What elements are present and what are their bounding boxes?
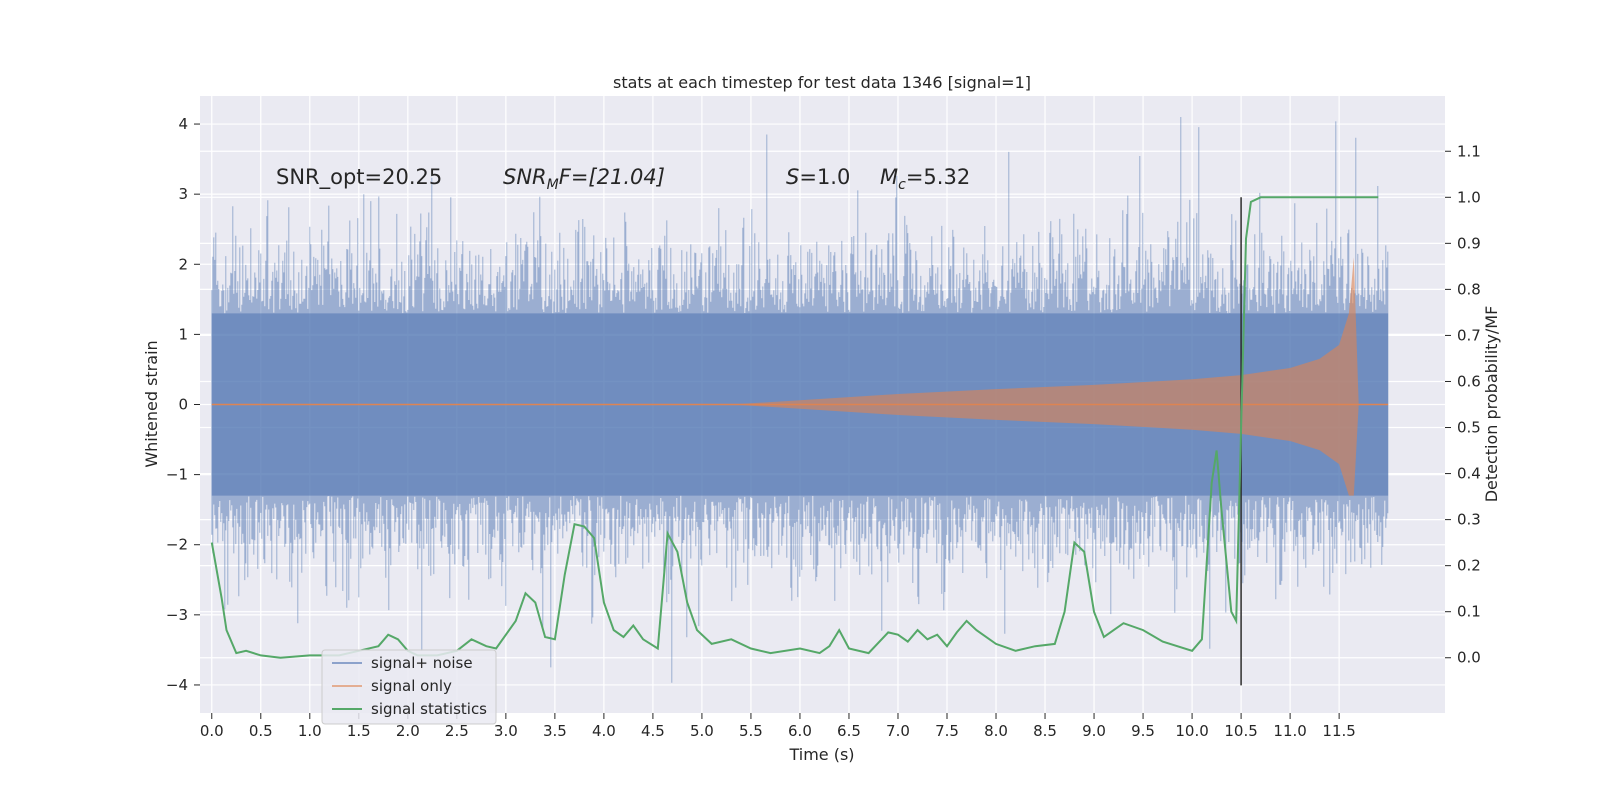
y2-tick-label-9: 0.9: [1457, 234, 1481, 252]
y-tick-label-2: −2: [166, 536, 188, 554]
y-tick-label-1: −3: [166, 606, 188, 624]
y-tick-label-4: 0: [178, 396, 188, 414]
x-axis-label: Time (s): [788, 745, 854, 764]
mc-value: =5.32: [906, 165, 970, 189]
x-tick-label-18: 9.0: [1082, 722, 1106, 740]
y2-tick-label-6: 0.6: [1457, 372, 1481, 390]
s-value: =1.0: [799, 165, 850, 189]
mc-subscript: c: [898, 177, 906, 193]
y2-tick-label-4: 0.4: [1457, 465, 1481, 483]
y-tick-label-5: 1: [178, 325, 188, 343]
x-tick-label-17: 8.5: [1033, 722, 1057, 740]
x-tick-label-4: 2.0: [396, 722, 420, 740]
series-signal-only: [211, 257, 1389, 496]
y2-tick-label-0: 0.0: [1457, 649, 1481, 667]
x-tick-label-15: 7.5: [935, 722, 959, 740]
chart-title: stats at each timestep for test data 134…: [613, 73, 1031, 92]
y2-axis-label: Detection probability/MF: [1482, 306, 1501, 503]
x-tick-label-19: 9.5: [1131, 722, 1155, 740]
legend-label-signal-only: signal only: [371, 677, 452, 695]
y2-axis-ticks: 0.0 0.1 0.2 0.3 0.4 0.5 0.6 0.7 0.8 0.9 1.0 1.1: [1445, 142, 1481, 667]
y2-tick-label-11: 1.1: [1457, 142, 1481, 160]
y2-tick-label-3: 0.3: [1457, 511, 1481, 529]
x-axis-ticks: 0.0 0.5 1.0 1.5 2.0 2.5 3.0 3.5 4.0 4.5 5.0 5.5 6.0 6…: [200, 713, 1356, 740]
y-axis-ticks: −4 −3 −2 −1 0 1 2 3 4: [166, 115, 200, 694]
y2-tick-label-2: 0.2: [1457, 557, 1481, 575]
x-tick-label-0: 0.0: [200, 722, 224, 740]
y-tick-label-8: 4: [178, 115, 188, 133]
legend-label-signal-plus-noise: signal+ noise: [371, 654, 473, 672]
x-tick-label-7: 3.5: [543, 722, 567, 740]
x-tick-label-20: 10.0: [1175, 722, 1208, 740]
x-tick-label-2: 1.0: [298, 722, 322, 740]
snr-mf-subscript: M: [547, 177, 559, 193]
y2-tick-label-1: 0.1: [1457, 603, 1481, 621]
y-tick-label-3: −1: [166, 466, 188, 484]
x-tick-label-11: 5.5: [739, 722, 763, 740]
annotation-s: S=1.0: [786, 165, 850, 189]
signal-only-envelope: [731, 257, 1359, 496]
x-tick-label-10: 5.0: [690, 722, 714, 740]
x-tick-label-5: 2.5: [445, 722, 469, 740]
annotation-snr-mf: SNRMF=[21.04]: [503, 165, 665, 193]
x-tick-label-13: 6.5: [837, 722, 861, 740]
x-tick-label-21: 10.5: [1224, 722, 1257, 740]
s-symbol: S: [786, 165, 799, 189]
legend: signal+ noise signal only signal statist…: [321, 649, 497, 725]
x-tick-label-6: 3.0: [494, 722, 518, 740]
legend-label-signal-statistics: signal statistics: [371, 700, 487, 718]
y-axis-label: Whitened strain: [142, 340, 161, 467]
x-tick-label-1: 0.5: [249, 722, 273, 740]
x-tick-label-12: 6.0: [788, 722, 812, 740]
x-tick-label-14: 7.0: [886, 722, 910, 740]
x-tick-label-22: 11.0: [1273, 722, 1306, 740]
mc-symbol: M: [880, 165, 898, 189]
y-tick-label-7: 3: [178, 185, 188, 203]
annotation-mc: Mc=5.32: [880, 165, 970, 193]
y-tick-label-6: 2: [178, 255, 188, 273]
annotation-snr-opt: SNR_opt=20.25: [276, 165, 442, 190]
y2-tick-label-8: 0.8: [1457, 280, 1481, 298]
y2-tick-label-5: 0.5: [1457, 419, 1481, 437]
snr-mf-rest: F=[21.04]: [559, 165, 665, 189]
x-tick-label-23: 11.5: [1322, 722, 1355, 740]
y-tick-label-0: −4: [166, 676, 188, 694]
x-tick-label-3: 1.5: [347, 722, 371, 740]
legend-box: [321, 649, 497, 725]
x-tick-label-9: 4.5: [641, 722, 665, 740]
x-tick-label-16: 8.0: [984, 722, 1008, 740]
x-tick-label-8: 4.0: [592, 722, 616, 740]
y2-tick-label-10: 1.0: [1457, 188, 1481, 206]
snr-mf-prefix: SNR: [503, 165, 547, 189]
y2-tick-label-7: 0.7: [1457, 326, 1481, 344]
